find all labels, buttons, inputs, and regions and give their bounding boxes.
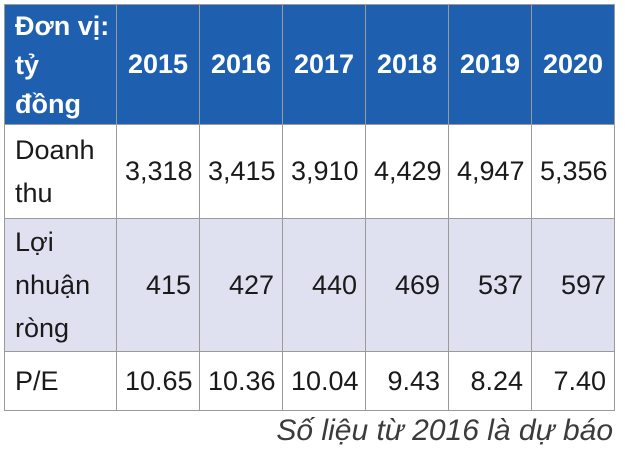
year-header-2018: 2018 bbox=[365, 3, 449, 126]
table-row-pe: P/E 10.65 10.36 10.04 9.43 8.24 7.40 bbox=[4, 351, 615, 412]
table-cell: 3,415 bbox=[199, 124, 283, 220]
financial-table: Đơn vị: tỷ đồng 2015 2016 2017 2018 2019… bbox=[4, 3, 615, 412]
table-cell: 4,429 bbox=[365, 124, 449, 220]
year-header-2017: 2017 bbox=[282, 3, 366, 126]
row-label-line: P/E bbox=[15, 365, 59, 396]
year-header-2015: 2015 bbox=[116, 3, 200, 126]
row-label-line: Doanh bbox=[15, 134, 95, 165]
row-label-revenue: Doanh thu bbox=[4, 124, 117, 220]
table-cell: 427 bbox=[199, 218, 283, 353]
table-cell: 597 bbox=[531, 218, 615, 353]
row-label-line: ròng bbox=[15, 313, 70, 344]
unit-header: Đơn vị: tỷ đồng bbox=[4, 3, 117, 126]
table-cell: 5,356 bbox=[531, 124, 615, 220]
table-cell: 3,910 bbox=[282, 124, 366, 220]
row-label-line: nhuận bbox=[15, 269, 91, 300]
unit-header-line1: Đơn vị: bbox=[15, 11, 110, 41]
row-label-line: thu bbox=[15, 177, 53, 208]
table-row-revenue: Doanh thu 3,318 3,415 3,910 4,429 4,947 … bbox=[4, 124, 615, 220]
table-row-net-profit: Lợi nhuận ròng 415 427 440 469 537 597 bbox=[4, 218, 615, 353]
year-header-2019: 2019 bbox=[448, 3, 532, 126]
table-cell: 3,318 bbox=[116, 124, 200, 220]
table-cell: 4,947 bbox=[448, 124, 532, 220]
year-header-2016: 2016 bbox=[199, 3, 283, 126]
header-row: Đơn vị: tỷ đồng 2015 2016 2017 2018 2019… bbox=[4, 3, 615, 126]
row-label-net-profit: Lợi nhuận ròng bbox=[4, 218, 117, 353]
table-cell: 415 bbox=[116, 218, 200, 353]
table-cell: 10.65 bbox=[116, 351, 200, 412]
table-cell: 440 bbox=[282, 218, 366, 353]
table-cell: 537 bbox=[448, 218, 532, 353]
table-cell: 10.04 bbox=[282, 351, 366, 412]
forecast-footnote: Số liệu từ 2016 là dự báo bbox=[276, 414, 613, 447]
table-cell: 469 bbox=[365, 218, 449, 353]
table-cell: 10.36 bbox=[199, 351, 283, 412]
row-label-pe: P/E bbox=[4, 351, 117, 412]
table-cell: 8.24 bbox=[448, 351, 532, 412]
year-header-2020: 2020 bbox=[531, 3, 615, 126]
row-label-line: Lợi bbox=[15, 226, 54, 257]
table-cell: 9.43 bbox=[365, 351, 449, 412]
table-cell: 7.40 bbox=[531, 351, 615, 412]
unit-header-line2: tỷ đồng bbox=[15, 50, 81, 120]
